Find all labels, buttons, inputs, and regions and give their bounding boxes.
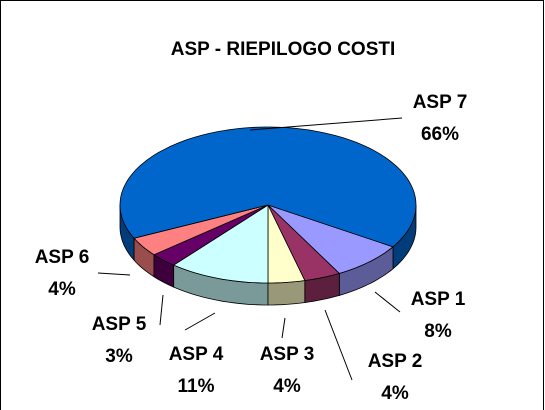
slice-value-label: 66% <box>421 124 459 145</box>
slice <box>172 204 269 284</box>
slice <box>153 204 269 266</box>
slice <box>119 126 417 248</box>
slice-label: ASP 5 <box>92 314 147 335</box>
slice-value-label: 3% <box>105 346 133 367</box>
slice-value-label: 4% <box>381 383 409 404</box>
slice-side <box>267 280 306 306</box>
leader-line <box>159 294 164 326</box>
slice <box>267 204 394 274</box>
slice-label: ASP 6 <box>35 247 90 268</box>
leader-line <box>97 272 131 276</box>
slice-label: ASP 3 <box>260 344 315 365</box>
slice-value-label: 4% <box>48 279 76 300</box>
slice-label: ASP 4 <box>169 344 224 365</box>
slice <box>133 204 269 256</box>
leader-line <box>281 317 286 339</box>
leader-line <box>184 312 216 331</box>
chart-title: ASP - RIEPILOGO COSTI <box>171 39 396 60</box>
slice-label: ASP 1 <box>411 289 466 310</box>
slice-value-label: 4% <box>273 376 301 397</box>
slice-label: ASP 7 <box>413 92 468 113</box>
leader-line <box>249 117 403 131</box>
slice-value-label: 11% <box>178 376 215 397</box>
slice-label: ASP 2 <box>368 351 423 372</box>
leader-line <box>374 291 401 313</box>
slice <box>267 204 341 281</box>
slice-value-label: 8% <box>424 321 452 342</box>
slice <box>267 204 306 284</box>
leader-line <box>324 309 353 381</box>
